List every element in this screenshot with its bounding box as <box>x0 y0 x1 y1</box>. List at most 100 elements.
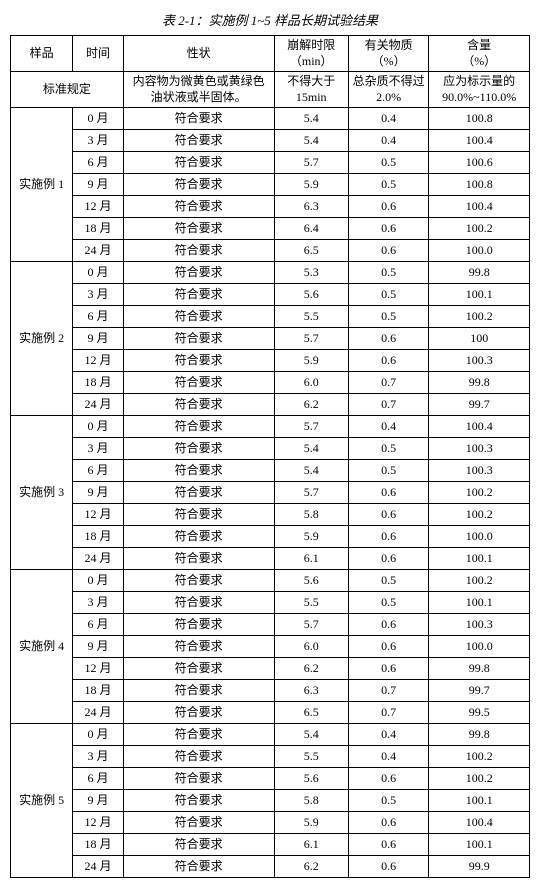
cell-disintegration: 6.5 <box>274 702 348 724</box>
cell-property: 符合要求 <box>123 152 274 174</box>
header-time: 时间 <box>73 36 123 72</box>
table-row: 9 月符合要求5.80.5100.1 <box>11 790 530 812</box>
cell-property: 符合要求 <box>123 350 274 372</box>
cell-time: 3 月 <box>73 746 123 768</box>
cell-amount: 100.3 <box>429 460 530 482</box>
cell-disintegration: 5.4 <box>274 724 348 746</box>
cell-disintegration: 6.5 <box>274 240 348 262</box>
table-row: 3 月符合要求5.60.5100.1 <box>11 284 530 306</box>
cell-substances: 0.6 <box>348 350 428 372</box>
table-row: 6 月符合要求5.50.5100.2 <box>11 306 530 328</box>
cell-substances: 0.6 <box>348 834 428 856</box>
cell-amount: 100.0 <box>429 526 530 548</box>
cell-substances: 0.5 <box>348 460 428 482</box>
cell-disintegration: 5.9 <box>274 174 348 196</box>
sample-name: 实施例 5 <box>11 724 73 878</box>
cell-substances: 0.5 <box>348 306 428 328</box>
cell-substances: 0.6 <box>348 658 428 680</box>
cell-substances: 0.5 <box>348 284 428 306</box>
header-sample: 样品 <box>11 36 73 72</box>
standard-substances: 总杂质不得过 2.0% <box>348 72 428 108</box>
cell-property: 符合要求 <box>123 394 274 416</box>
table-row: 3 月符合要求5.50.5100.1 <box>11 592 530 614</box>
cell-property: 符合要求 <box>123 460 274 482</box>
cell-time: 12 月 <box>73 658 123 680</box>
table-title: 表 2-1：实施例 1~5 样品长期试验结果 <box>10 10 530 29</box>
cell-time: 24 月 <box>73 240 123 262</box>
table-row: 12 月符合要求5.80.6100.2 <box>11 504 530 526</box>
cell-substances: 0.5 <box>348 438 428 460</box>
cell-substances: 0.6 <box>348 768 428 790</box>
cell-substances: 0.6 <box>348 812 428 834</box>
cell-disintegration: 5.4 <box>274 460 348 482</box>
table-row: 6 月符合要求5.70.6100.3 <box>11 614 530 636</box>
cell-disintegration: 5.4 <box>274 108 348 130</box>
results-table: 样品 时间 性状 崩解时限 （min） 有关物质 （%） 含量 （%） 标准规定… <box>10 35 530 878</box>
cell-time: 18 月 <box>73 526 123 548</box>
table-row: 24 月符合要求6.50.799.5 <box>11 702 530 724</box>
cell-amount: 100.1 <box>429 284 530 306</box>
cell-property: 符合要求 <box>123 834 274 856</box>
cell-time: 18 月 <box>73 218 123 240</box>
header-disintegration: 崩解时限 （min） <box>274 36 348 72</box>
sample-name: 实施例 4 <box>11 570 73 724</box>
table-row: 3 月符合要求5.40.5100.3 <box>11 438 530 460</box>
cell-time: 9 月 <box>73 790 123 812</box>
table-row: 18 月符合要求6.00.799.8 <box>11 372 530 394</box>
sample-name: 实施例 1 <box>11 108 73 262</box>
cell-substances: 0.7 <box>348 394 428 416</box>
cell-property: 符合要求 <box>123 724 274 746</box>
cell-amount: 100.0 <box>429 636 530 658</box>
table-row: 24 月符合要求6.10.6100.1 <box>11 548 530 570</box>
cell-amount: 100.4 <box>429 812 530 834</box>
cell-time: 6 月 <box>73 306 123 328</box>
cell-time: 0 月 <box>73 108 123 130</box>
table-row: 实施例 40 月符合要求5.60.5100.2 <box>11 570 530 592</box>
cell-disintegration: 5.4 <box>274 438 348 460</box>
cell-substances: 0.6 <box>348 504 428 526</box>
cell-substances: 0.6 <box>348 218 428 240</box>
cell-substances: 0.4 <box>348 746 428 768</box>
standard-amount: 应为标示量的 90.0%~110.0% <box>429 72 530 108</box>
cell-amount: 100.8 <box>429 108 530 130</box>
cell-time: 6 月 <box>73 614 123 636</box>
cell-substances: 0.6 <box>348 856 428 878</box>
cell-property: 符合要求 <box>123 746 274 768</box>
table-row: 12 月符合要求5.90.6100.4 <box>11 812 530 834</box>
cell-property: 符合要求 <box>123 218 274 240</box>
cell-property: 符合要求 <box>123 438 274 460</box>
table-row: 18 月符合要求5.90.6100.0 <box>11 526 530 548</box>
cell-amount: 100.2 <box>429 768 530 790</box>
cell-property: 符合要求 <box>123 328 274 350</box>
table-row: 实施例 20 月符合要求5.30.599.8 <box>11 262 530 284</box>
cell-property: 符合要求 <box>123 526 274 548</box>
cell-amount: 100.6 <box>429 152 530 174</box>
cell-substances: 0.6 <box>348 526 428 548</box>
cell-amount: 99.9 <box>429 856 530 878</box>
cell-amount: 100.2 <box>429 504 530 526</box>
cell-amount: 100.2 <box>429 570 530 592</box>
cell-amount: 99.8 <box>429 724 530 746</box>
cell-amount: 99.8 <box>429 372 530 394</box>
cell-disintegration: 5.7 <box>274 416 348 438</box>
cell-substances: 0.4 <box>348 108 428 130</box>
cell-substances: 0.6 <box>348 240 428 262</box>
header-amount: 含量 （%） <box>429 36 530 72</box>
cell-time: 12 月 <box>73 350 123 372</box>
cell-substances: 0.6 <box>348 196 428 218</box>
header-property: 性状 <box>123 36 274 72</box>
cell-disintegration: 5.7 <box>274 482 348 504</box>
cell-substances: 0.4 <box>348 416 428 438</box>
cell-time: 6 月 <box>73 460 123 482</box>
table-row: 6 月符合要求5.60.6100.2 <box>11 768 530 790</box>
cell-amount: 100.3 <box>429 614 530 636</box>
cell-time: 24 月 <box>73 394 123 416</box>
cell-property: 符合要求 <box>123 768 274 790</box>
cell-time: 3 月 <box>73 284 123 306</box>
cell-time: 9 月 <box>73 328 123 350</box>
cell-substances: 0.6 <box>348 614 428 636</box>
cell-property: 符合要求 <box>123 790 274 812</box>
cell-property: 符合要求 <box>123 680 274 702</box>
cell-amount: 100.1 <box>429 790 530 812</box>
cell-time: 24 月 <box>73 548 123 570</box>
